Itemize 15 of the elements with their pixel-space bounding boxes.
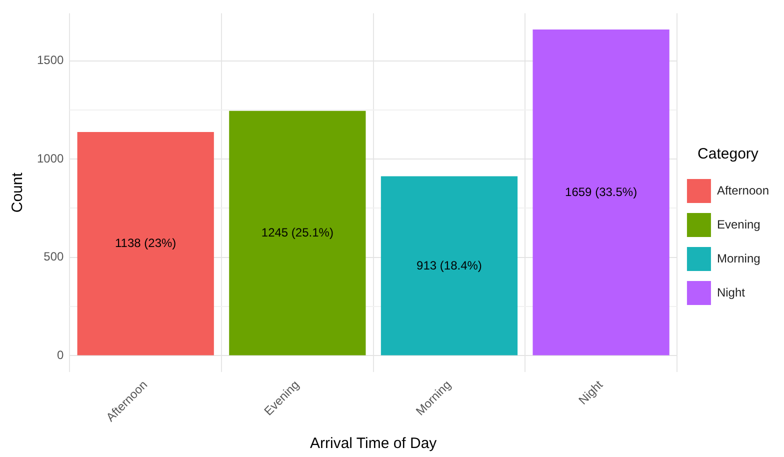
legend-label: Morning [716, 251, 760, 266]
data-label: 1659 (33.5%) [565, 184, 638, 199]
legend-label: Night [716, 285, 746, 300]
data-label: 1138 (23%) [115, 236, 176, 250]
y-tick-label: 500 [44, 250, 64, 264]
y-tick-label: 1500 [36, 53, 64, 68]
data-label: 1245 (25.1%) [261, 226, 334, 240]
y-axis-title: Count [9, 172, 26, 213]
legend-label: Afternoon [716, 183, 770, 198]
data-label: 913 (18.4%) [416, 258, 482, 272]
x-axis-title: Arrival Time of Day [310, 435, 438, 452]
legend-title: Category [698, 146, 759, 163]
legend-label: Evening [716, 217, 760, 232]
y-tick-label: 0 [57, 348, 64, 362]
y-tick-label: 1000 [36, 151, 64, 166]
